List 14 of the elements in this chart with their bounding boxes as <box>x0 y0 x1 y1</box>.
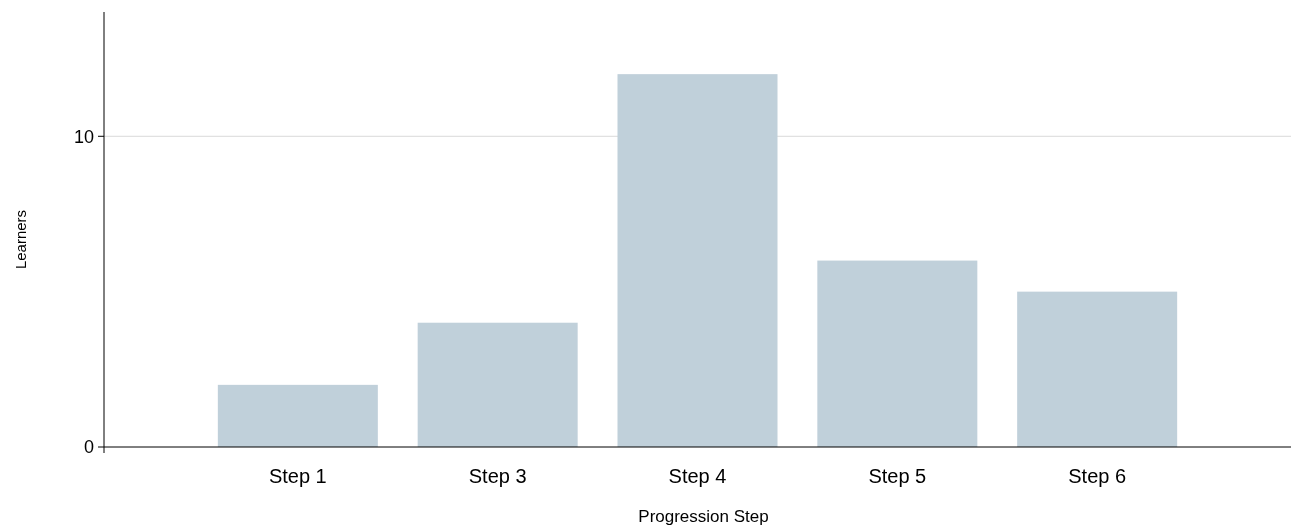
y-axis-title: Learners <box>12 209 29 270</box>
x-tick-label: Step 4 <box>668 465 727 487</box>
x-axis-title: Progression Step <box>638 507 769 526</box>
y-tick-label: 10 <box>73 126 94 147</box>
bar <box>417 322 578 447</box>
x-tick-label: Step 6 <box>1068 465 1127 487</box>
bar <box>1017 291 1178 447</box>
y-tick-label: 0 <box>83 437 94 458</box>
x-tick-label: Step 1 <box>268 465 327 487</box>
x-tick-label: Step 5 <box>868 465 927 487</box>
bar <box>617 74 778 447</box>
bar <box>817 260 978 447</box>
x-tick-label: Step 3 <box>468 465 527 487</box>
bar <box>217 384 378 447</box>
